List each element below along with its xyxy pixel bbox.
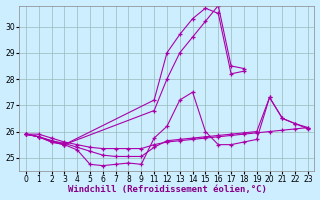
X-axis label: Windchill (Refroidissement éolien,°C): Windchill (Refroidissement éolien,°C) xyxy=(68,185,266,194)
